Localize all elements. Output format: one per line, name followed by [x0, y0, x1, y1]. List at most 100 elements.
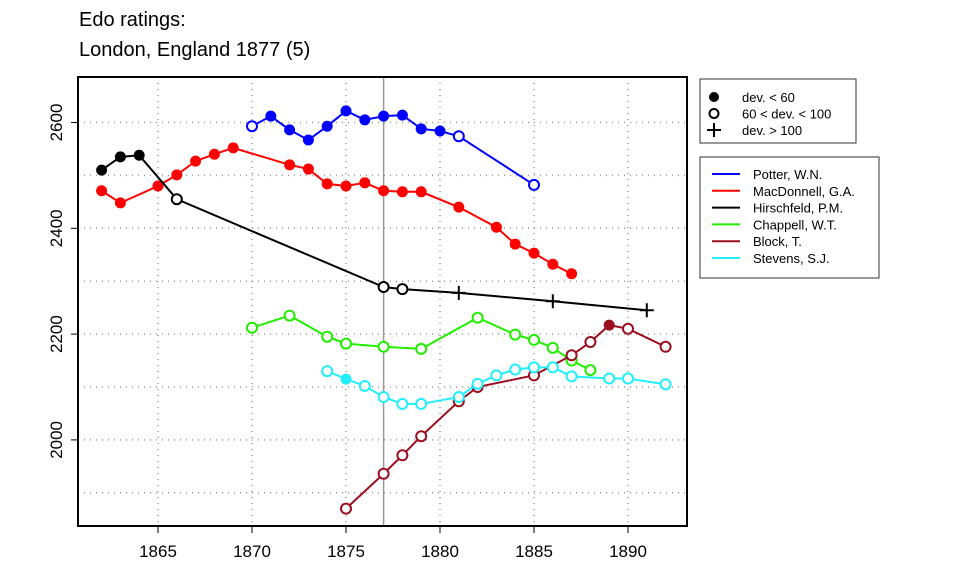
point-open — [321, 330, 334, 343]
point-open — [283, 309, 296, 322]
y-tick-label: 2200 — [47, 315, 66, 353]
point-filled — [284, 124, 296, 136]
point-open — [415, 430, 428, 443]
point-filled — [359, 177, 371, 189]
point-filled — [208, 148, 220, 160]
series-legend-label: Block, T. — [753, 234, 802, 249]
point-filled — [415, 123, 427, 135]
plot-frame — [77, 76, 688, 527]
y-tick-label: 2000 — [47, 421, 66, 459]
point-filled — [114, 151, 126, 163]
point-open — [377, 281, 390, 294]
point-filled — [227, 142, 239, 154]
point-filled — [490, 221, 502, 233]
point-open — [396, 449, 409, 462]
point-plus — [545, 294, 560, 309]
x-tick-label: 1880 — [421, 542, 459, 561]
point-filled — [378, 110, 390, 122]
point-filled — [509, 238, 521, 250]
point-open — [603, 372, 616, 385]
point-open — [358, 379, 371, 392]
point-filled — [133, 149, 145, 161]
point-plus — [451, 285, 466, 300]
point-open — [528, 333, 540, 346]
point-open — [528, 178, 540, 191]
point-filled — [547, 258, 559, 270]
point-open — [584, 336, 597, 349]
point-filled — [190, 155, 202, 167]
marker-legend-box — [699, 78, 857, 144]
series-legend-label: Stevens, S.J. — [753, 251, 830, 266]
point-filled — [265, 110, 277, 122]
point-open — [340, 502, 352, 515]
point-filled — [171, 169, 183, 181]
series-line — [345, 324, 667, 510]
chart-title-line-1: Edo ratings: — [79, 9, 186, 31]
legend-filled-circle-icon — [709, 92, 719, 102]
point-filled — [284, 159, 296, 171]
series-line — [251, 314, 591, 371]
point-open — [377, 467, 390, 480]
point-filled — [396, 186, 408, 198]
point-filled — [340, 105, 352, 117]
point-open — [546, 361, 559, 374]
point-open — [565, 370, 578, 383]
point-filled — [415, 186, 427, 198]
point-open — [490, 369, 503, 382]
point-filled — [96, 164, 108, 176]
point-open — [622, 372, 634, 385]
point-open — [509, 328, 522, 341]
point-open — [396, 283, 409, 296]
point-filled — [603, 319, 615, 331]
x-tick-label: 1865 — [139, 542, 177, 561]
x-tick-label: 1885 — [515, 542, 553, 561]
point-open — [340, 337, 352, 350]
x-tick-label: 1870 — [233, 542, 271, 561]
point-filled — [114, 197, 126, 209]
chart-title-line-2: London, England 1877 (5) — [79, 39, 311, 61]
y-tick-label: 2600 — [47, 104, 66, 142]
point-filled — [528, 247, 540, 259]
series-line — [101, 146, 573, 275]
point-open — [246, 120, 258, 133]
legend-open-circle-icon — [708, 108, 720, 119]
point-filled — [302, 163, 314, 175]
point-open — [622, 322, 634, 335]
point-open — [471, 377, 484, 390]
point-open — [415, 342, 428, 355]
point-open — [584, 364, 597, 377]
point-filled — [96, 185, 108, 197]
point-open — [565, 349, 578, 362]
point-open — [246, 321, 258, 334]
point-filled — [321, 120, 333, 132]
series-legend-label: Hirschfeld, P.M. — [753, 201, 843, 216]
x-tick-label: 1890 — [609, 542, 647, 561]
point-filled — [321, 178, 333, 190]
point-open — [377, 391, 390, 404]
point-open — [528, 361, 540, 374]
series-legend-label: Potter, W.N. — [753, 167, 822, 182]
point-open — [377, 340, 390, 353]
point-open — [452, 391, 465, 404]
series-line — [326, 366, 666, 405]
point-open — [321, 365, 334, 378]
point-filled — [566, 268, 578, 280]
series-line — [101, 154, 647, 312]
point-open — [659, 340, 672, 353]
point-filled — [152, 180, 164, 192]
point-open — [471, 311, 484, 324]
point-open — [659, 378, 672, 391]
x-tick-label: 1875 — [327, 542, 365, 561]
series-legend-label: MacDonnell, G.A. — [753, 184, 855, 199]
point-open — [170, 193, 183, 206]
point-filled — [434, 125, 446, 137]
marker-legend-label: 60 < dev. < 100 — [742, 107, 831, 122]
y-tick-label: 2400 — [47, 209, 66, 247]
marker-legend-label: dev. < 60 — [742, 90, 795, 105]
marker-legend-label: dev. > 100 — [742, 123, 802, 138]
point-plus — [639, 303, 654, 318]
point-filled — [359, 114, 371, 126]
point-filled — [340, 180, 352, 192]
point-open — [546, 341, 559, 354]
